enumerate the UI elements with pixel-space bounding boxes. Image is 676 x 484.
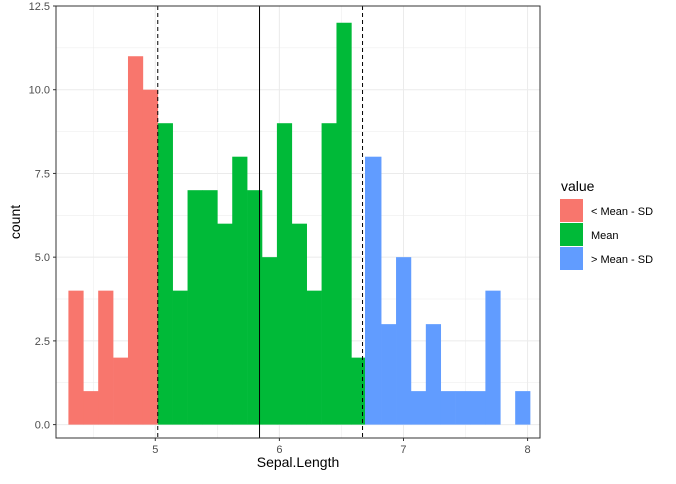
x-tick-label: 6 bbox=[276, 444, 282, 456]
histogram-bar bbox=[202, 190, 218, 425]
histogram-bar bbox=[351, 357, 366, 425]
histogram-bar bbox=[262, 257, 278, 425]
histogram-bar bbox=[306, 290, 322, 425]
y-axis: 0.0 2.5 5.0 7.5 10.0 12.5 bbox=[29, 1, 56, 432]
histogram-bar bbox=[142, 89, 159, 425]
histogram-bar bbox=[217, 223, 233, 425]
histogram-bar bbox=[187, 190, 203, 425]
histogram-bar bbox=[470, 391, 486, 425]
y-tick-label: 5.0 bbox=[35, 252, 50, 264]
histogram-bar bbox=[425, 324, 442, 425]
legend-title: value bbox=[561, 178, 595, 194]
histogram-bar bbox=[172, 290, 188, 425]
bars bbox=[68, 22, 531, 425]
reference-lines bbox=[157, 6, 364, 438]
histogram-bar bbox=[157, 123, 173, 425]
histogram-bar bbox=[83, 391, 99, 425]
histogram-bar bbox=[247, 190, 263, 425]
y-axis-title: count bbox=[7, 205, 23, 239]
histogram-bar bbox=[410, 391, 427, 425]
legend-label: < Mean - SD bbox=[591, 206, 653, 218]
histogram-bar bbox=[232, 156, 248, 425]
x-tick-label: 5 bbox=[152, 444, 158, 456]
histogram-bar bbox=[68, 290, 84, 425]
plot-border bbox=[55, 5, 541, 439]
x-tick-label: 7 bbox=[400, 444, 406, 456]
legend: value < Mean - SD Mean > Mean - SD bbox=[560, 178, 653, 270]
y-tick-label: 12.5 bbox=[29, 1, 50, 13]
histogram-bar bbox=[336, 22, 352, 425]
histogram-bar bbox=[381, 324, 397, 425]
histogram-bar bbox=[485, 290, 501, 425]
legend-label: Mean bbox=[591, 230, 619, 242]
histogram-bar bbox=[276, 123, 293, 425]
y-tick-label: 2.5 bbox=[35, 336, 50, 348]
histogram-bar bbox=[113, 357, 129, 425]
x-axis-title: Sepal.Length bbox=[257, 454, 340, 470]
histogram-bar bbox=[455, 391, 471, 425]
histogram-bar bbox=[440, 391, 456, 425]
histogram-bar bbox=[365, 156, 382, 425]
legend-key bbox=[560, 223, 583, 246]
histogram-bar bbox=[291, 223, 307, 425]
histogram-bar bbox=[515, 391, 531, 425]
histogram-bar bbox=[98, 290, 114, 425]
x-tick-label: 8 bbox=[525, 444, 531, 456]
y-tick-label: 0.0 bbox=[35, 420, 50, 432]
histogram-bar bbox=[127, 56, 144, 425]
legend-key bbox=[560, 247, 583, 270]
y-tick-label: 7.5 bbox=[35, 168, 50, 180]
y-tick-label: 10.0 bbox=[29, 85, 50, 97]
legend-label: > Mean - SD bbox=[591, 254, 653, 266]
histogram-bar bbox=[321, 123, 337, 425]
legend-key bbox=[560, 199, 583, 222]
histogram-bar bbox=[396, 257, 412, 425]
x-axis: 5 6 7 8 bbox=[152, 438, 531, 456]
